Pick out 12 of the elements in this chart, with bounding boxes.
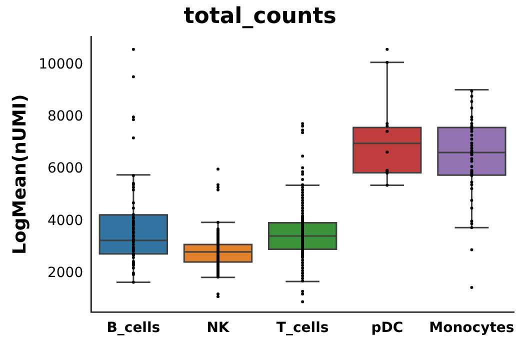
y-tick-label: 2000: [47, 264, 84, 281]
x-tick-label: T_cells: [276, 320, 329, 336]
x-tick-label: pDC: [371, 320, 404, 336]
y-tick-label: 4000: [47, 212, 84, 229]
y-axis-title: LogMean(nUMI): [9, 94, 30, 254]
x-tick-label: Monocytes: [429, 320, 514, 336]
x-tick-label: B_cells: [106, 320, 160, 336]
y-tick-label: 10000: [38, 56, 84, 73]
chart-title: total_counts: [184, 4, 336, 29]
y-tick-label: 8000: [47, 108, 84, 125]
y-tick-label: 6000: [47, 160, 84, 177]
x-tick-label: NK: [206, 320, 230, 336]
